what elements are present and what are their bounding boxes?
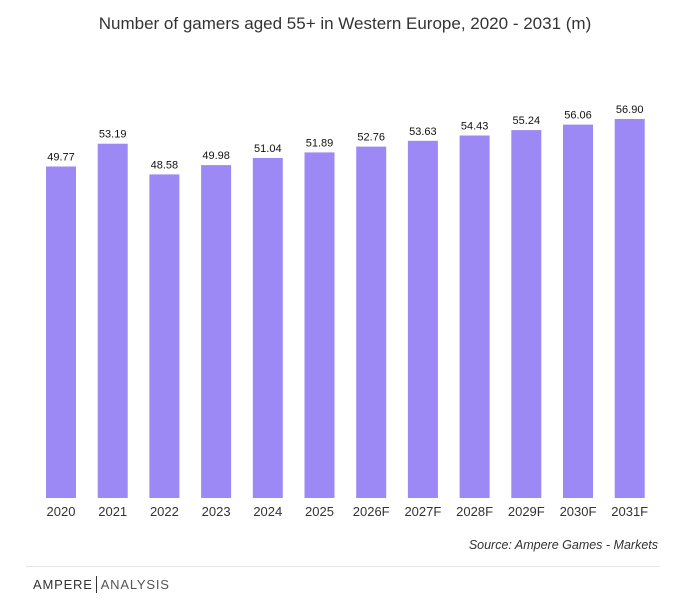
value-label-2020: 49.77: [47, 152, 75, 164]
value-label-2021: 53.19: [99, 129, 127, 141]
x-tick-label-2029F: 2029F: [508, 504, 545, 519]
bars-group: [46, 119, 645, 499]
bar-2021: [97, 143, 128, 498]
value-label-2023: 49.98: [202, 150, 230, 162]
bar-2031F: [614, 119, 645, 498]
bar-2025: [304, 152, 335, 498]
bar-2027F: [407, 140, 438, 499]
x-tick-label-2021: 2021: [98, 504, 127, 519]
bar-2026F: [356, 146, 387, 498]
brand-primary: AMPERE: [33, 577, 93, 592]
brand-separator: [95, 576, 97, 593]
x-tick-labels-group: 2020 2021 2022 2023 2024 2025 2026F 2027F 2028F 2…: [47, 504, 649, 519]
bar-2024: [252, 158, 283, 498]
x-tick-label-2027F: 2027F: [404, 504, 441, 519]
bar-2030F: [563, 124, 593, 498]
x-tick-label-2031F: 2031F: [611, 504, 648, 519]
x-tick-label-2025: 2025: [305, 504, 334, 519]
value-label-2025: 51.89: [306, 137, 334, 149]
value-label-2030F: 56.06: [564, 110, 592, 122]
x-tick-label-2030F: 2030F: [560, 504, 597, 519]
x-tick-label-2026F: 2026F: [353, 504, 390, 519]
source-note: Source: Ampere Games - Markets: [468, 538, 658, 552]
value-label-2029F: 55.24: [513, 115, 541, 127]
brand-logo: AMPERE ANALYSIS: [33, 576, 170, 593]
bar-2020: [46, 166, 76, 498]
value-label-2031F: 56.90: [616, 104, 644, 116]
brand-secondary: ANALYSIS: [100, 577, 170, 592]
bar-2028F: [459, 135, 490, 498]
value-label-2024: 51.04: [254, 143, 282, 155]
value-label-2028F: 54.43: [461, 121, 489, 133]
x-tick-label-2028F: 2028F: [456, 504, 493, 519]
bar-2029F: [511, 130, 542, 498]
value-labels-group: 49.77 53.19 48.58 49.98 51.04 51.89 52.76 53.63…: [47, 104, 643, 171]
value-label-2027F: 53.63: [409, 126, 437, 138]
chart-title: Number of gamers aged 55+ in Western Eur…: [98, 14, 592, 33]
value-label-2022: 48.58: [151, 159, 179, 171]
x-tick-label-2024: 2024: [253, 504, 282, 519]
bar-2022: [149, 174, 180, 498]
x-tick-label-2023: 2023: [202, 504, 231, 519]
x-tick-label-2022: 2022: [150, 504, 179, 519]
x-tick-label-2020: 2020: [47, 504, 76, 519]
bar-2023: [201, 165, 232, 498]
footer-divider: [26, 566, 660, 567]
value-label-2026F: 52.76: [357, 132, 385, 144]
